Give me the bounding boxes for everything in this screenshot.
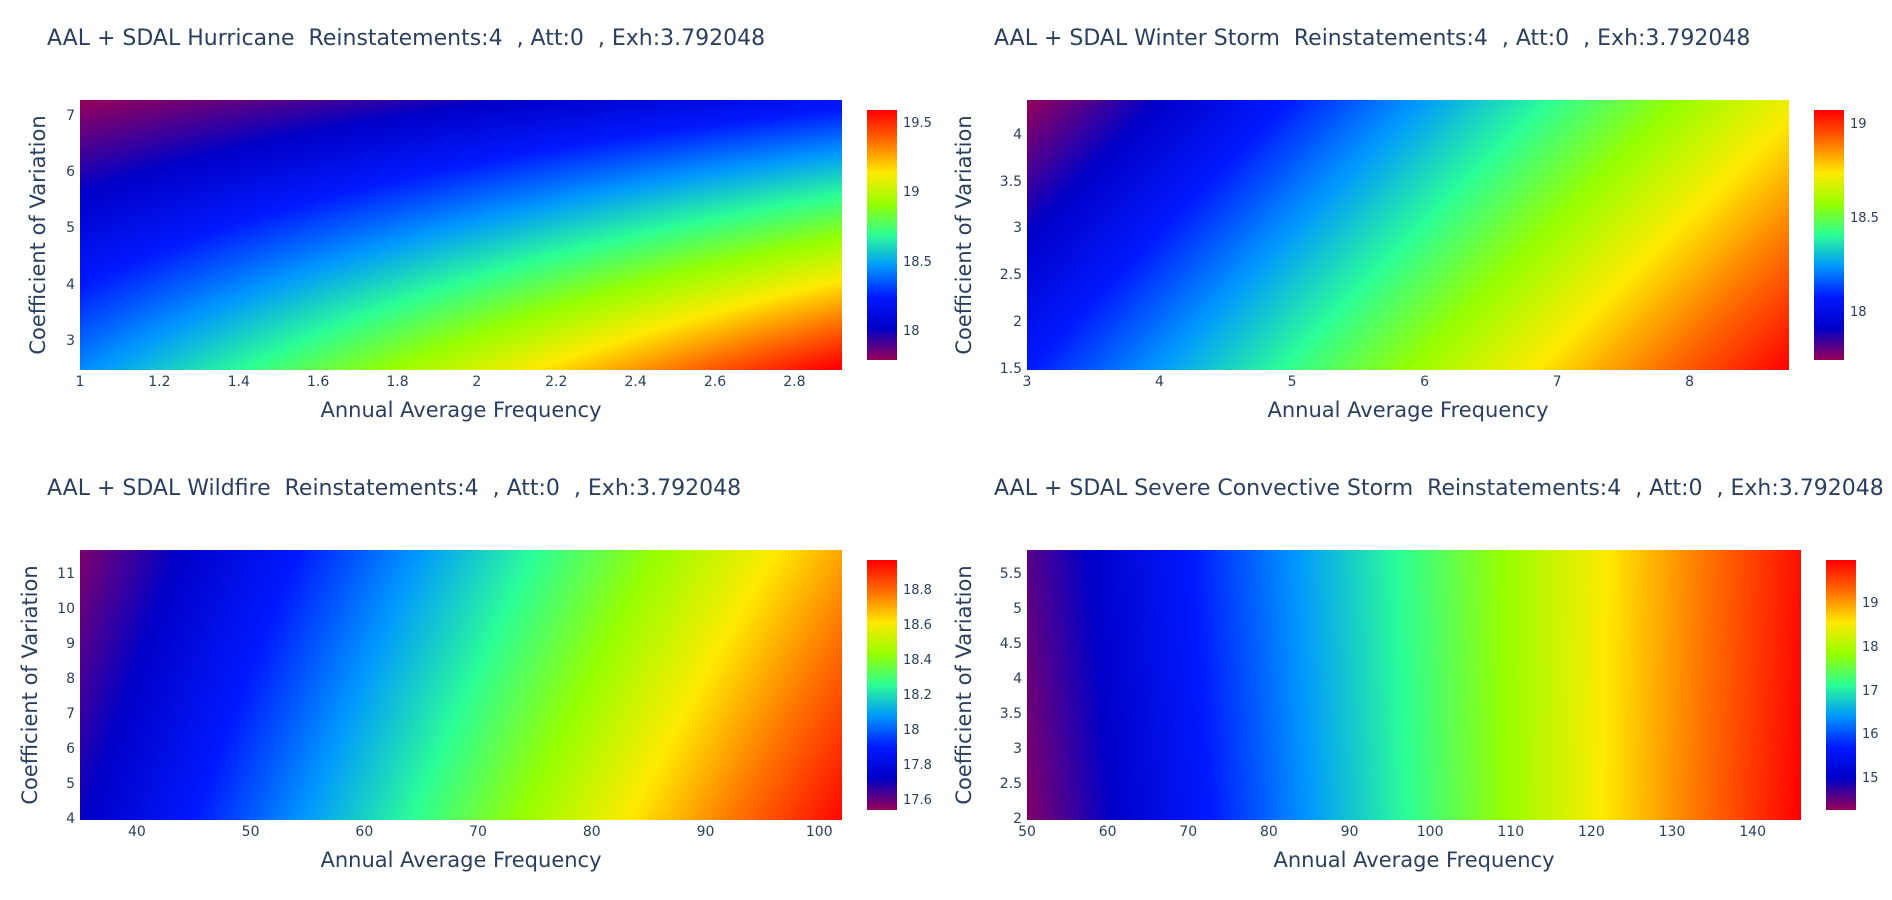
colorbar-tick-label: 19	[1862, 595, 1879, 611]
x-tick-label: 90	[696, 824, 715, 840]
colorbar-tick-label: 16	[1862, 727, 1879, 743]
y-axis-title: Coefficient of Variation	[26, 115, 50, 355]
heatmap-surface	[1027, 550, 1801, 820]
colorbar-tick-label: 19.5	[903, 115, 932, 131]
y-tick-label: 2.5	[999, 775, 1022, 792]
x-tick-label: 1.2	[148, 374, 171, 390]
x-tick-label: 80	[582, 824, 601, 840]
x-tick-label: 40	[127, 824, 146, 840]
x-tick-label: 4	[1155, 374, 1164, 390]
y-tick-label: 3.5	[999, 173, 1022, 190]
colorbar-tick-label: 18	[1862, 639, 1879, 655]
y-tick-label: 4	[66, 811, 75, 827]
x-tick-label: 120	[1578, 824, 1605, 840]
colorbar-tick-label: 18	[903, 324, 920, 340]
y-axis-title: Coefficient of Variation	[952, 115, 976, 355]
chart-title: AAL + SDAL Severe Convective Storm Reins…	[994, 476, 1884, 501]
colorbar	[867, 110, 897, 360]
x-tick-label: 7	[1552, 374, 1562, 390]
y-tick-label: 4.5	[999, 635, 1022, 652]
colorbar-tick-label: 19	[903, 185, 920, 201]
x-tick-label: 2.6	[703, 374, 727, 390]
colorbar-tick-label: 18.4	[903, 653, 932, 669]
x-tick-label: 1	[75, 374, 85, 390]
x-tick-label: 90	[1340, 824, 1359, 840]
chart-title: AAL + SDAL Hurricane Reinstatements:4 , …	[47, 26, 766, 51]
y-tick-label: 6	[66, 164, 75, 181]
y-tick-label: 3	[1013, 220, 1022, 237]
y-tick-label: 3	[1013, 740, 1022, 757]
heatmap-surface	[80, 550, 842, 820]
y-tick-label: 5.5	[999, 565, 1022, 582]
x-tick-label: 70	[1179, 824, 1198, 840]
colorbar-tick-label: 18.5	[903, 254, 932, 270]
colorbar-tick-label: 18	[903, 723, 920, 739]
x-tick-label: 70	[469, 824, 487, 840]
y-tick-label: 5	[66, 220, 75, 237]
x-tick-label: 60	[355, 824, 374, 840]
x-tick-label: 50	[241, 824, 260, 840]
y-tick-label: 11	[57, 565, 75, 582]
x-tick-label: 3	[1022, 374, 1032, 390]
y-tick-label: 5	[1013, 600, 1022, 617]
x-tick-label: 2	[472, 374, 482, 390]
y-tick-label: 2	[1013, 314, 1022, 331]
x-tick-label: 1.4	[227, 374, 250, 390]
x-tick-label: 130	[1658, 824, 1686, 840]
heatmap-surface	[1027, 100, 1789, 370]
y-tick-label: 2	[1013, 811, 1022, 827]
y-tick-label: 3.5	[999, 705, 1022, 722]
colorbar-tick-label: 18.6	[903, 618, 932, 634]
colorbar-tick-label: 15	[1862, 771, 1879, 787]
x-tick-label: 2.2	[545, 374, 568, 390]
colorbar-tick-label: 18	[1850, 305, 1867, 320]
colorbar	[1814, 110, 1844, 360]
colorbar-tick-label: 19	[1850, 117, 1867, 133]
heatmap-surface	[80, 100, 842, 370]
y-tick-label: 8	[66, 670, 75, 687]
y-tick-label: 4	[1013, 670, 1022, 687]
x-tick-label: 2.4	[624, 374, 647, 390]
chart-title: AAL + SDAL Winter Storm Reinstatements:4…	[994, 26, 1751, 51]
x-axis-title: Annual Average Frequency	[1273, 848, 1555, 872]
y-tick-label: 4	[66, 276, 75, 293]
colorbar	[1826, 560, 1856, 810]
x-tick-label: 1.6	[306, 374, 330, 390]
x-tick-label: 60	[1098, 824, 1117, 840]
y-tick-label: 3	[66, 332, 75, 349]
x-tick-label: 5	[1287, 374, 1297, 390]
x-tick-label: 8	[1685, 374, 1695, 390]
y-tick-label: 4	[1013, 126, 1022, 143]
x-axis-title: Annual Average Frequency	[1267, 398, 1549, 422]
y-axis-title: Coefficient of Variation	[18, 565, 42, 805]
x-tick-label: 110	[1497, 824, 1525, 840]
colorbar-tick-label: 18.5	[1850, 211, 1879, 227]
colorbar-tick-label: 18.8	[903, 583, 932, 599]
y-tick-label: 9	[66, 635, 75, 652]
x-tick-label: 1.8	[386, 374, 409, 390]
chart-title: AAL + SDAL Wildfire Reinstatements:4 , A…	[47, 476, 742, 501]
y-tick-label: 10	[57, 600, 75, 617]
y-tick-label: 1.5	[999, 361, 1022, 377]
y-tick-label: 2.5	[999, 267, 1022, 284]
x-axis-title: Annual Average Frequency	[320, 398, 602, 422]
x-tick-label: 100	[1416, 824, 1444, 840]
colorbar-tick-label: 17.8	[903, 758, 932, 774]
x-tick-label: 140	[1739, 824, 1766, 840]
y-tick-label: 7	[66, 705, 75, 722]
x-tick-label: 50	[1018, 824, 1036, 840]
y-tick-label: 7	[66, 107, 75, 124]
y-tick-label: 6	[66, 740, 75, 757]
colorbar-tick-label: 17.6	[903, 793, 932, 809]
x-tick-label: 100	[805, 824, 833, 840]
x-tick-label: 80	[1259, 824, 1278, 840]
x-axis-title: Annual Average Frequency	[320, 848, 602, 872]
x-tick-label: 6	[1420, 374, 1430, 390]
x-tick-label: 2.8	[783, 374, 806, 390]
colorbar	[867, 560, 897, 810]
y-axis-title: Coefficient of Variation	[952, 565, 976, 805]
colorbar-tick-label: 18.2	[903, 688, 932, 704]
y-tick-label: 5	[66, 775, 75, 792]
colorbar-tick-label: 17	[1862, 683, 1879, 699]
